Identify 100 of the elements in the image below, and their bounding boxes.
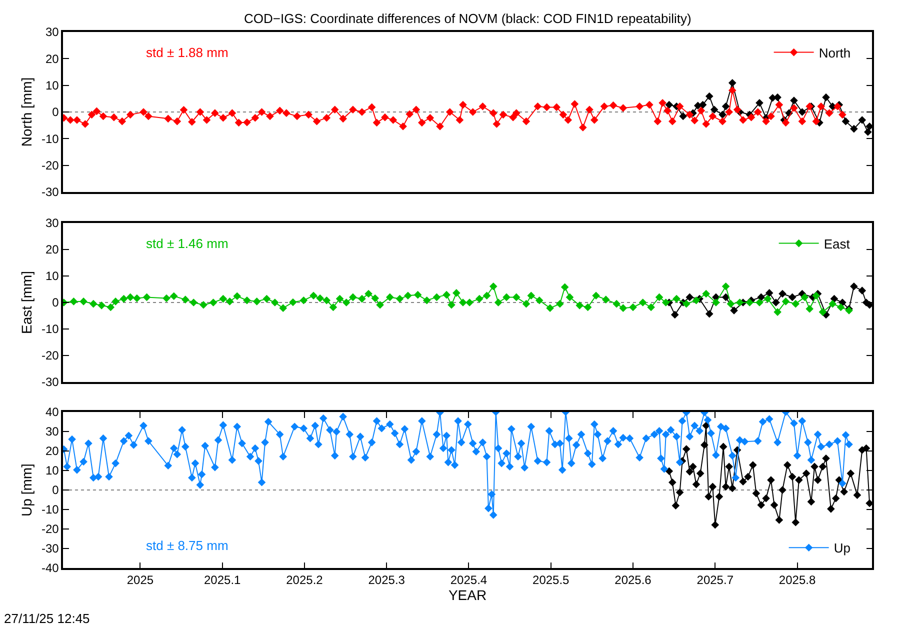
y-tick-label: -10 bbox=[42, 132, 60, 146]
point bbox=[757, 293, 766, 302]
point bbox=[775, 516, 784, 524]
x-tick-label: 2025.8 bbox=[778, 573, 816, 588]
point bbox=[827, 505, 835, 513]
y-tick-label: 20 bbox=[45, 242, 60, 257]
annotation: std ± 1.46 mm bbox=[146, 236, 228, 251]
point bbox=[850, 124, 858, 133]
point bbox=[728, 79, 736, 87]
y-tick-label: 0 bbox=[52, 296, 60, 310]
point bbox=[722, 102, 730, 110]
point bbox=[818, 462, 827, 470]
point bbox=[762, 494, 770, 502]
point bbox=[765, 289, 774, 297]
point bbox=[710, 106, 718, 114]
text: 27/11/25 12:45 bbox=[4, 611, 90, 626]
y-tick-label: 0 bbox=[52, 105, 60, 120]
legend-label: North bbox=[818, 45, 851, 60]
point bbox=[798, 108, 806, 116]
point bbox=[770, 501, 778, 509]
point bbox=[822, 454, 830, 462]
point bbox=[722, 293, 730, 302]
point bbox=[679, 112, 687, 120]
x-axis-title: YEAR bbox=[448, 587, 487, 604]
point bbox=[692, 480, 700, 488]
point bbox=[842, 117, 850, 126]
y-tick-label: 20 bbox=[45, 444, 60, 458]
legend-label: Up bbox=[834, 540, 850, 556]
x-tick-label: 2025.2 bbox=[286, 573, 324, 588]
point bbox=[689, 462, 697, 470]
point bbox=[788, 472, 796, 481]
legend-label: East bbox=[824, 236, 850, 252]
point bbox=[752, 489, 760, 498]
y-tick-label: -30 bbox=[42, 375, 60, 390]
y-tick-label: -20 bbox=[42, 522, 60, 536]
y-tick-label: -30 bbox=[42, 542, 60, 556]
point bbox=[711, 521, 720, 529]
point bbox=[668, 478, 676, 486]
point bbox=[840, 488, 848, 496]
point bbox=[670, 310, 679, 319]
point bbox=[814, 476, 822, 484]
point bbox=[696, 470, 704, 478]
point bbox=[810, 462, 818, 470]
y-tick-label: -10 bbox=[42, 322, 60, 336]
point bbox=[772, 298, 780, 306]
point bbox=[739, 478, 747, 486]
y-tick-label: 10 bbox=[45, 78, 60, 93]
point bbox=[676, 488, 684, 496]
point bbox=[686, 468, 694, 476]
y-axis-title: East [mm] bbox=[18, 270, 35, 334]
y-tick-label: -20 bbox=[42, 348, 60, 363]
point bbox=[767, 476, 775, 484]
point bbox=[702, 422, 710, 430]
point bbox=[715, 492, 724, 501]
point bbox=[788, 293, 796, 302]
point bbox=[802, 470, 810, 478]
point bbox=[858, 286, 866, 294]
point bbox=[718, 110, 726, 119]
point bbox=[665, 100, 674, 109]
point bbox=[784, 461, 792, 469]
point bbox=[795, 476, 803, 484]
x-tick-label: 2025.6 bbox=[614, 573, 652, 588]
point bbox=[728, 484, 736, 492]
y-tick-label: -10 bbox=[42, 502, 60, 517]
point bbox=[774, 93, 782, 102]
y-tick-label: 20 bbox=[45, 52, 60, 66]
y-tick-label: 30 bbox=[45, 424, 60, 439]
y-tick-label: -40 bbox=[42, 561, 60, 576]
point bbox=[850, 282, 858, 290]
x-tick-label: 2025 bbox=[126, 573, 154, 588]
point bbox=[700, 441, 708, 449]
point bbox=[832, 494, 840, 502]
point bbox=[792, 518, 800, 526]
point bbox=[686, 293, 694, 302]
point bbox=[698, 100, 707, 109]
point bbox=[722, 482, 730, 491]
y-tick-label: 30 bbox=[45, 25, 60, 40]
x-tick-label: 2025.7 bbox=[696, 573, 734, 588]
point bbox=[757, 501, 766, 509]
point bbox=[704, 492, 712, 501]
y-tick-label: 10 bbox=[45, 269, 60, 284]
y-tick-label: -30 bbox=[42, 185, 60, 200]
point bbox=[725, 462, 733, 470]
point bbox=[790, 96, 798, 104]
point bbox=[682, 445, 690, 453]
y-tick-label: 0 bbox=[52, 483, 60, 498]
point bbox=[749, 461, 757, 469]
point bbox=[862, 444, 870, 452]
point bbox=[705, 310, 714, 318]
point bbox=[719, 442, 728, 451]
point bbox=[858, 116, 866, 124]
annotation: std ± 8.75 mm bbox=[146, 538, 228, 553]
point bbox=[853, 491, 862, 499]
x-tick-label: 2025.4 bbox=[450, 573, 488, 588]
y-tick-label: -20 bbox=[42, 158, 60, 173]
point bbox=[778, 486, 786, 494]
point bbox=[672, 502, 680, 510]
annotation: std ± 1.88 mm bbox=[146, 45, 228, 60]
y-axis-title: Up [mm] bbox=[18, 464, 35, 516]
y-tick-label: 30 bbox=[45, 216, 60, 230]
